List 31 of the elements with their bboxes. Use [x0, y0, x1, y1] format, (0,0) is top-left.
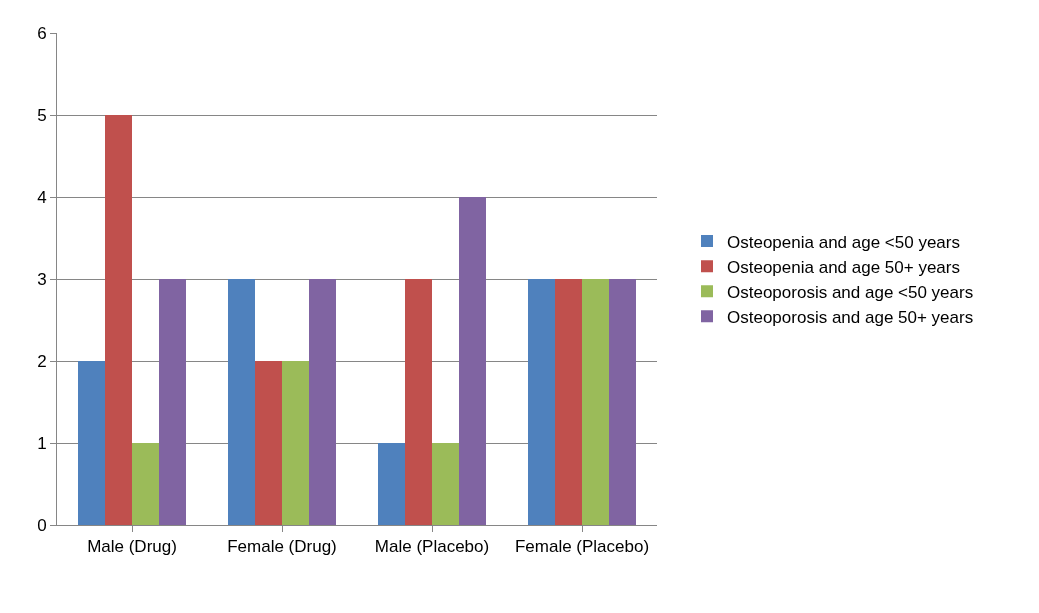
bar: [78, 361, 105, 525]
x-tick-label: Male (Drug): [87, 537, 177, 557]
bar: [555, 279, 582, 525]
y-tick-label: 3: [37, 269, 47, 289]
y-tick-label: 0: [37, 515, 47, 535]
bar: [459, 197, 486, 525]
x-tick-label: Male (Placebo): [374, 537, 490, 557]
bar: [228, 279, 255, 525]
bar: [528, 279, 555, 525]
legend-label: Osteopenia and age 50+ years: [727, 257, 960, 277]
y-tick-label: 4: [37, 187, 47, 207]
bar: [405, 279, 432, 525]
legend-label: Osteoporosis and age <50 years: [727, 282, 974, 302]
bar: [255, 361, 282, 525]
y-tick-label: 1: [37, 433, 47, 453]
bar: [159, 279, 186, 525]
bar: [105, 115, 132, 525]
legend-label: Osteoporosis and age 50+ years: [727, 307, 974, 327]
x-tick-label: Female (Drug): [227, 537, 337, 557]
y-tick-label: 5: [37, 105, 47, 125]
x-tick-label: Female (Placebo): [514, 537, 650, 557]
bar: [432, 443, 459, 525]
bar: [282, 361, 309, 525]
bar: [309, 279, 336, 525]
bar: [132, 443, 159, 525]
y-tick-label: 2: [37, 351, 47, 371]
bar: [582, 279, 609, 525]
y-tick-label: 6: [37, 23, 47, 43]
bar: [609, 279, 636, 525]
legend-label: Osteopenia and age <50 years: [727, 232, 960, 252]
bar: [378, 443, 405, 525]
